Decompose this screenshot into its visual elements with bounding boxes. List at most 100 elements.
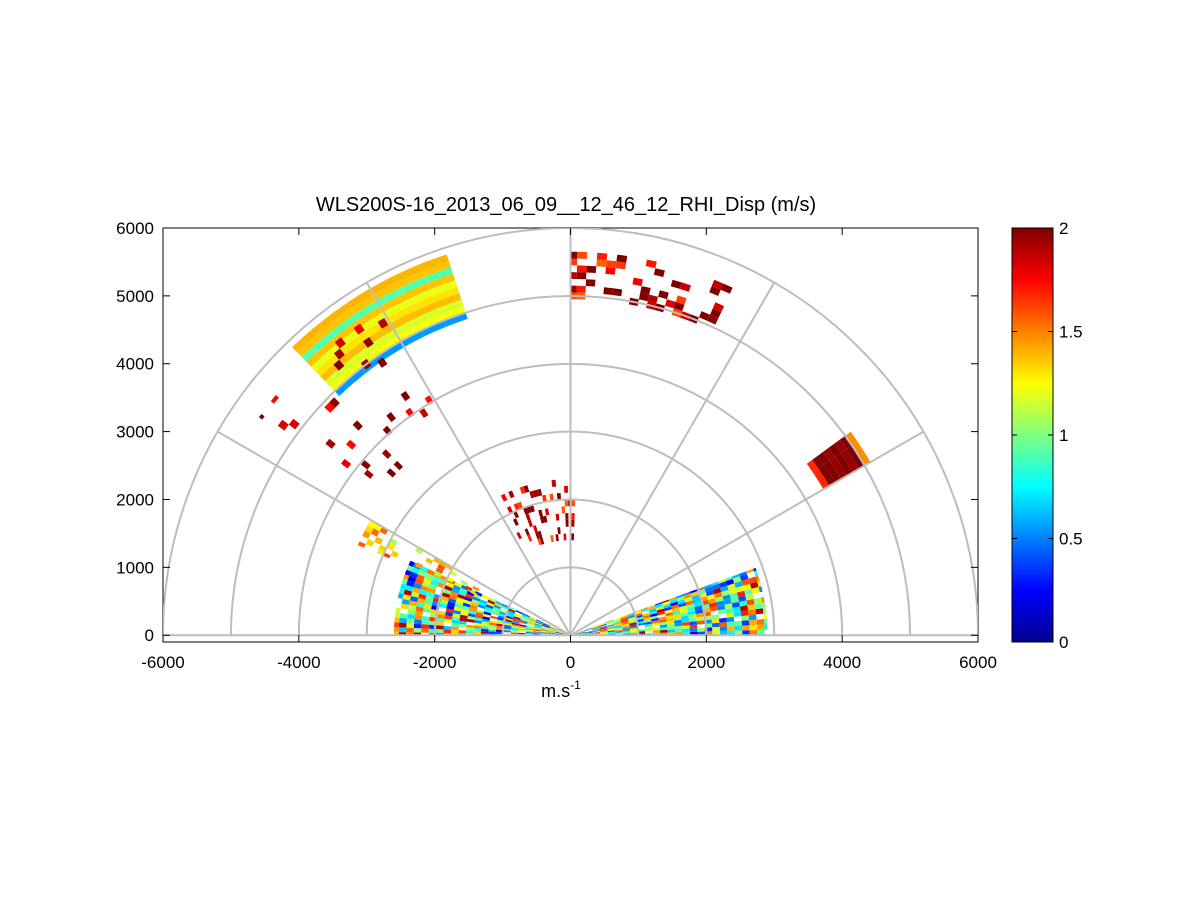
data-cell [473,622,482,627]
data-cell [584,629,593,632]
data-cell [643,617,652,621]
data-cell [556,630,564,633]
data-cell [564,499,569,507]
data-cell [462,602,471,608]
data-cell [438,299,464,315]
data-cell [363,337,374,348]
data-cell [658,619,667,623]
data-cell [758,586,763,593]
data-cell [592,631,601,634]
data-cell [452,584,461,591]
data-cell [415,562,424,569]
data-cell [414,615,423,621]
data-cell [522,613,530,618]
data-cell [325,438,336,449]
data-cell [416,574,425,582]
y-tick-label: 6000 [116,219,154,238]
data-cell [434,570,442,578]
data-cell [428,583,438,590]
data-cell [379,526,389,535]
data-cell [540,631,549,633]
data-cell [481,621,490,625]
data-cell [538,509,543,517]
data-cell [421,620,430,625]
data-cell [753,597,762,605]
data-cell [505,615,514,620]
data-cell [525,513,531,521]
data-cell [689,624,698,629]
data-cell [503,626,512,630]
region-mid-range-echoes [500,479,576,546]
data-cell [689,589,698,594]
data-cell [513,616,521,620]
data-cell [656,605,664,611]
data-cell [503,624,512,628]
data-cell [472,585,480,592]
data-cell [852,441,871,466]
data-cell [525,630,534,633]
data-cell [734,620,743,626]
grid-spoke [570,430,924,637]
data-cell [363,469,374,479]
data-cell [440,595,449,602]
data-cell [311,357,326,372]
data-cell [470,591,478,596]
data-cell [651,622,660,627]
grid-spoke [217,430,571,637]
data-cell [565,513,569,520]
data-cell [561,506,566,514]
data-cell [495,629,504,633]
data-cell [539,537,545,545]
data-cell [393,460,403,471]
data-cell [459,620,467,625]
data-cell [585,632,593,634]
data-cell [511,627,519,630]
data-cell [668,596,677,601]
data-cell [451,619,460,624]
data-cell [386,468,397,478]
data-cell [421,581,431,588]
data-cell [834,439,847,453]
data-cell [592,627,600,631]
data-cell [817,451,830,465]
data-cell [630,629,638,632]
data-cell [529,616,537,621]
data-cell [541,626,550,630]
data-cell [673,613,681,618]
data-cell [539,516,545,524]
data-cell [527,622,535,626]
data-cell [416,602,425,608]
y-tick-label: 5000 [116,287,154,306]
data-cell [504,619,513,623]
data-cell [409,571,418,579]
data-cell [456,597,465,603]
data-cell [735,585,745,593]
data-cell [533,630,541,633]
data-cell [393,627,399,633]
data-cell [551,479,557,487]
data-cell [757,629,765,636]
data-cell [406,627,414,633]
data-cell [404,569,411,576]
data-cell [806,459,819,472]
data-cell [471,599,480,605]
data-cell [381,449,392,459]
data-cell [712,302,725,313]
x-tick-label: -4000 [277,653,320,672]
data-cell [431,575,441,583]
data-cell [846,445,865,469]
data-cell [465,630,474,634]
data-cell [329,378,344,392]
data-cell [419,408,429,418]
data-cell [642,612,651,617]
data-cell [615,629,623,632]
data-cell [453,581,463,588]
data-cell [645,259,657,269]
data-cell [703,584,712,589]
data-cell [413,628,422,633]
data-cell [710,581,719,587]
data-cell [353,342,377,363]
data-cell [548,632,556,634]
data-cell [373,523,383,532]
